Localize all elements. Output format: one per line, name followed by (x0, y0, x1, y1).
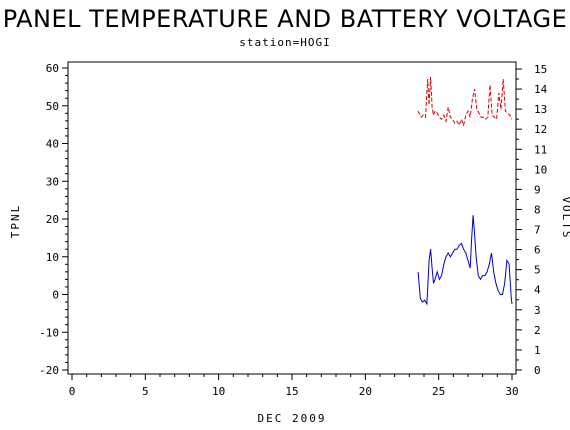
x-tick-label: 0 (69, 385, 76, 398)
right-tick-label: 3 (534, 304, 541, 317)
left-tick-label: 10 (46, 251, 59, 264)
bottom-axis: 0 5 10 15 20 25 30 (69, 374, 519, 398)
right-tick-label: 10 (534, 163, 547, 176)
series-layer (417, 76, 513, 306)
x-axis-label: DEC 2009 (258, 412, 327, 425)
volts-series-line (417, 76, 513, 127)
right-tick-label: 2 (534, 324, 541, 337)
chart-title: PANEL TEMPERATURE AND BATTERY VOLTAGE (2, 5, 568, 33)
right-tick-label: 4 (534, 284, 541, 297)
left-axis: -20 -10 0 10 20 30 40 50 60 (39, 62, 68, 377)
right-tick-label: 1 (534, 344, 541, 357)
left-tick-label: 20 (46, 213, 59, 226)
left-tick-label: -20 (39, 364, 59, 377)
right-tick-label: 14 (534, 83, 548, 96)
right-tick-label: 15 (534, 63, 547, 76)
x-tick-label: 30 (505, 385, 518, 398)
tpnl-series-line (417, 215, 513, 306)
right-tick-label: 11 (534, 143, 547, 156)
right-tick-label: 7 (534, 224, 541, 237)
left-tick-label: 50 (46, 100, 59, 113)
left-axis-label: TPNL (9, 204, 22, 239)
right-tick-label: 5 (534, 264, 541, 277)
right-tick-label: 0 (534, 364, 541, 377)
x-tick-label: 15 (285, 385, 298, 398)
left-tick-label: 60 (46, 62, 59, 75)
right-tick-label: 12 (534, 123, 547, 136)
x-tick-label: 25 (432, 385, 445, 398)
x-tick-label: 5 (142, 385, 149, 398)
right-tick-label: 8 (534, 203, 541, 216)
right-tick-label: 6 (534, 244, 541, 257)
left-tick-label: 40 (46, 138, 59, 151)
left-tick-label: 30 (46, 175, 59, 188)
plot-frame (67, 61, 517, 375)
left-tick-label: -10 (39, 326, 59, 339)
x-tick-label: 20 (359, 385, 372, 398)
right-tick-label: 13 (534, 103, 547, 116)
x-tick-label: 10 (212, 385, 225, 398)
right-axis-label: VOLTS (560, 196, 570, 239)
right-tick-label: 9 (534, 183, 541, 196)
left-tick-label: 0 (52, 289, 59, 302)
chart-subtitle: station=HOGI (239, 36, 331, 49)
